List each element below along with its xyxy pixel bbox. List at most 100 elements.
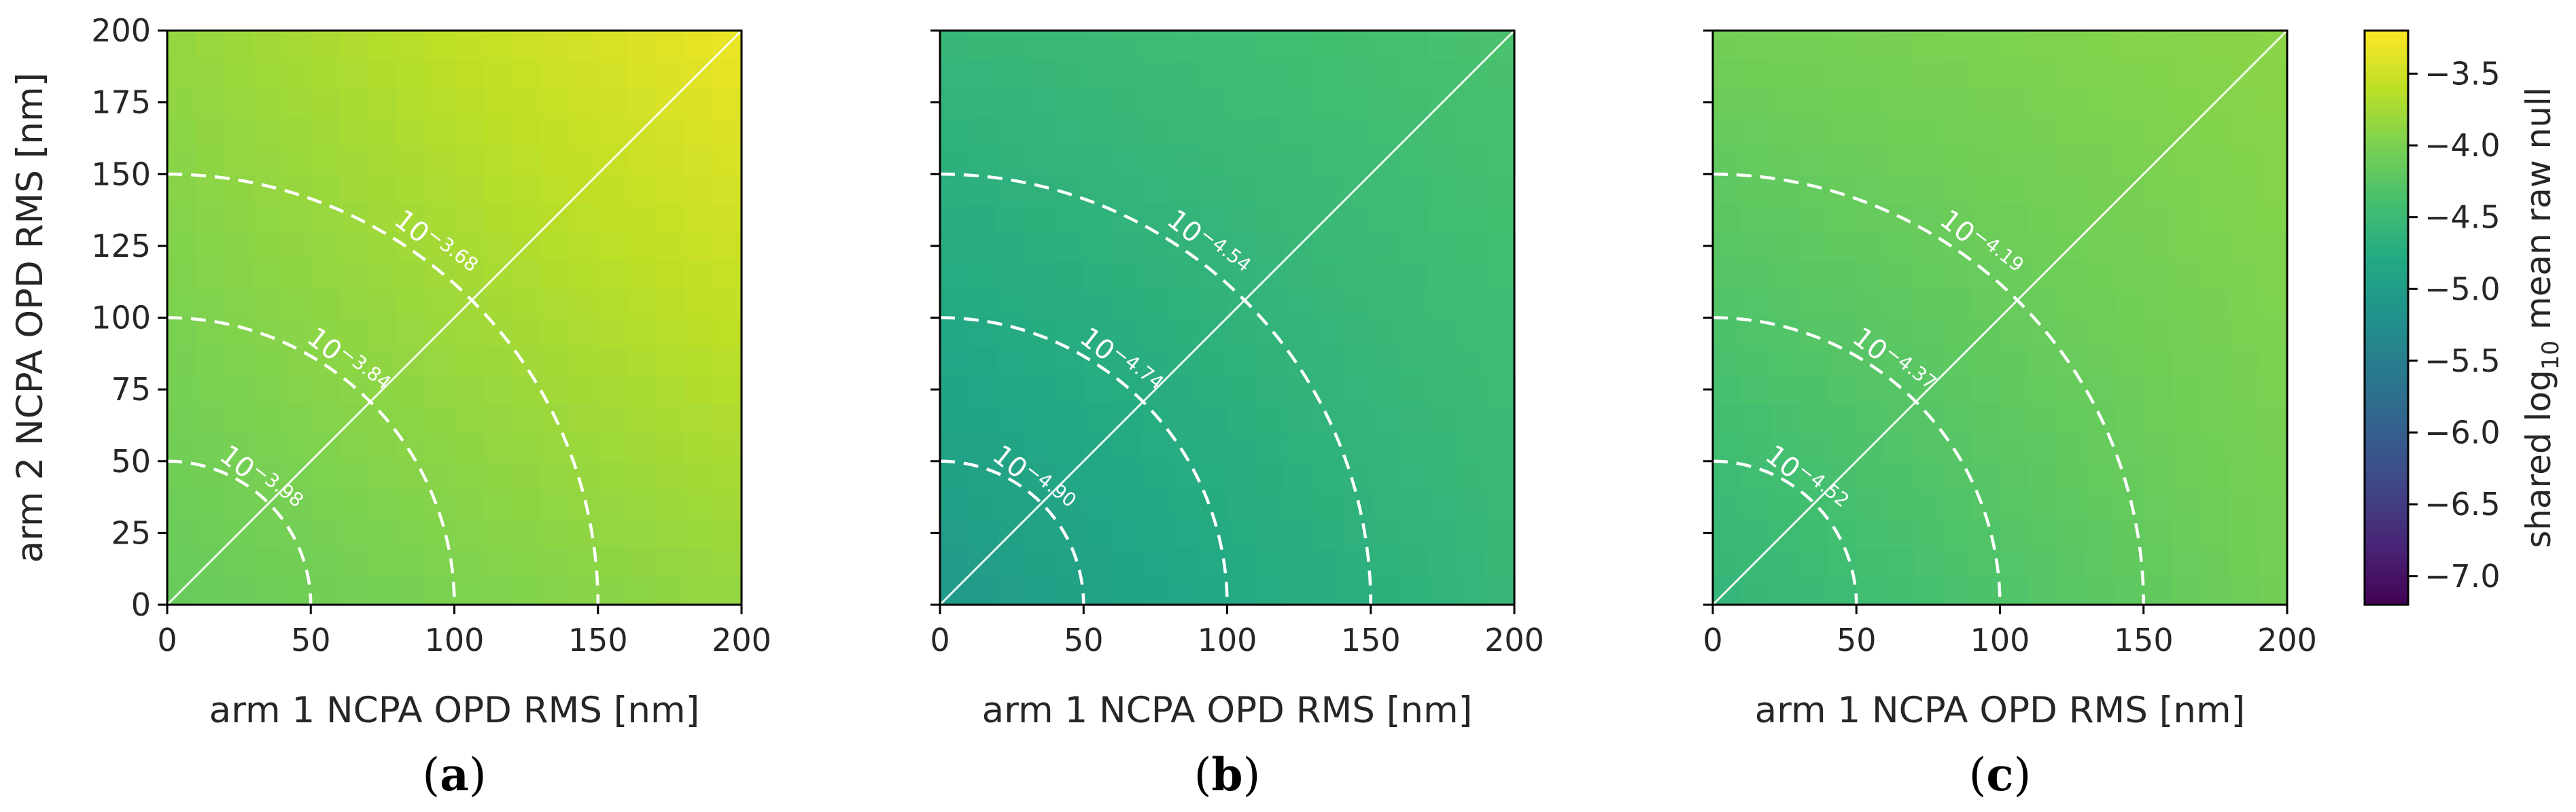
heatmap-cell <box>339 59 369 89</box>
heatmap-cell <box>1055 145 1085 175</box>
heatmap-cell <box>2229 518 2259 548</box>
heatmap-cell <box>1856 289 1886 319</box>
heatmap-cell <box>2114 576 2144 605</box>
heatmap-cell <box>1399 518 1429 548</box>
heatmap-cell <box>2201 145 2231 175</box>
heatmap-cell <box>1770 145 1800 175</box>
colorbar-segment <box>2365 482 2408 487</box>
heatmap-cell <box>1227 404 1257 434</box>
x-tick-label: 0 <box>1703 622 1722 658</box>
heatmap-cell <box>1885 145 1915 175</box>
heatmap-cell <box>224 116 254 146</box>
heatmap-cell <box>425 518 455 548</box>
heatmap-cell <box>1457 432 1486 462</box>
heatmap-cell <box>397 375 427 405</box>
heatmap-cell <box>2028 116 2058 146</box>
heatmap-cell <box>224 576 254 605</box>
colorbar-segment <box>2365 306 2408 311</box>
heatmap-cell <box>2229 145 2259 175</box>
heatmap-cell <box>1913 404 1943 434</box>
heatmap-cell <box>1798 260 1828 290</box>
heatmap-cell <box>569 88 599 118</box>
heatmap-cell <box>1856 31 1886 60</box>
heatmap-cell <box>1885 174 1915 204</box>
heatmap-cell <box>512 461 542 491</box>
colorbar-segment <box>2365 145 2408 150</box>
heatmap-cell <box>1198 576 1228 605</box>
heatmap-cell <box>1170 576 1200 605</box>
heatmap-cell <box>2028 346 2058 376</box>
heatmap-cell <box>597 260 627 290</box>
heatmap-cell <box>969 518 998 548</box>
heatmap-cell <box>940 547 970 577</box>
heatmap-cell <box>2086 231 2116 261</box>
heatmap-cell <box>253 461 283 491</box>
heatmap-cell <box>1798 231 1828 261</box>
heatmap-cell <box>483 59 512 89</box>
x-tick-label: 50 <box>291 622 331 658</box>
heatmap-cell <box>2028 88 2058 118</box>
heatmap-cell <box>1083 576 1113 605</box>
heatmap-cell <box>1741 145 1771 175</box>
heatmap-cell <box>1083 260 1113 290</box>
colorbar-segment <box>2365 371 2408 376</box>
heatmap-cell <box>2258 404 2288 434</box>
heatmap-cell <box>1798 145 1828 175</box>
heatmap-cell <box>368 404 398 434</box>
colorbar-segment <box>2365 52 2408 56</box>
heatmap-cell <box>1713 202 1743 232</box>
heatmap-cell <box>540 116 570 146</box>
colorbar-segment <box>2365 166 2408 171</box>
heatmap-cell <box>2258 317 2288 347</box>
heatmap-cell <box>1170 174 1200 204</box>
heatmap-cell <box>1943 116 1972 146</box>
colorbar-segment <box>2365 440 2408 444</box>
heatmap-cell <box>2086 317 2116 347</box>
colorbar-segment <box>2365 202 2408 207</box>
heatmap-cell <box>2028 231 2058 261</box>
x-tick-label: 50 <box>1064 622 1104 658</box>
heatmap-cell <box>2143 576 2173 605</box>
heatmap-cell <box>655 145 685 175</box>
heatmap-cell <box>1943 547 1972 577</box>
heatmap-cell <box>1141 31 1170 60</box>
heatmap-cell <box>1399 145 1429 175</box>
heatmap-cell <box>2201 59 2231 89</box>
heatmap-cell <box>1227 576 1257 605</box>
heatmap-cell <box>1457 88 1486 118</box>
colorbar-segment <box>2365 500 2408 505</box>
heatmap-cell <box>397 289 427 319</box>
heatmap-cell <box>311 260 341 290</box>
heatmap-cell <box>1971 576 2001 605</box>
heatmap-cell <box>483 461 512 491</box>
heatmap-cell <box>1399 174 1429 204</box>
heatmap-cell <box>627 174 657 204</box>
heatmap-cell <box>597 518 627 548</box>
heatmap-cell <box>2086 88 2116 118</box>
colorbar-segment <box>2365 393 2408 398</box>
heatmap-cell <box>1798 88 1828 118</box>
heatmap-cell <box>684 31 714 60</box>
heatmap-cell <box>483 576 512 605</box>
heatmap-cell <box>1485 461 1515 491</box>
colorbar-segment <box>2365 325 2408 330</box>
heatmap-cell <box>1285 202 1315 232</box>
heatmap-cell <box>1055 490 1085 520</box>
heatmap-cell <box>1713 31 1743 60</box>
colorbar-segment <box>2365 321 2408 325</box>
heatmap-cell <box>712 490 742 520</box>
heatmap-cell <box>1370 59 1400 89</box>
heatmap-cell <box>196 346 226 376</box>
heatmap-cell <box>1770 346 1800 376</box>
colorbar-segment <box>2365 514 2408 520</box>
heatmap-cell <box>569 116 599 146</box>
colorbar-segment <box>2365 368 2408 372</box>
heatmap-cell <box>1828 576 1858 605</box>
heatmap-cell <box>2000 231 2030 261</box>
heatmap-cell <box>1342 145 1372 175</box>
heatmap-cell <box>1198 375 1228 405</box>
heatmap-cell <box>655 116 685 146</box>
heatmap-cell <box>1255 145 1285 175</box>
heatmap-cell <box>196 432 226 462</box>
heatmap-cell <box>2000 202 2030 232</box>
